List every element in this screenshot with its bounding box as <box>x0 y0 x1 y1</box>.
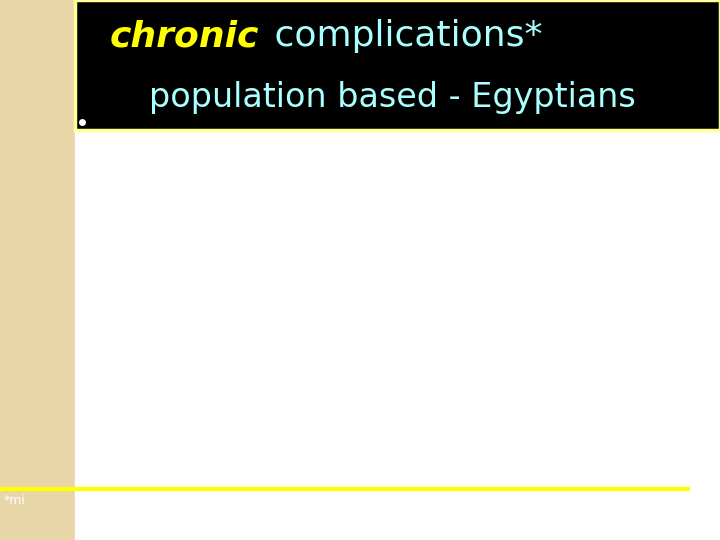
Text: population based - Egyptians: population based - Egyptians <box>149 80 636 114</box>
Bar <box>75 130 720 540</box>
Text: complications*: complications* <box>263 19 542 53</box>
Text: *mi: *mi <box>4 494 25 507</box>
Bar <box>75 0 720 130</box>
Bar <box>75 0 720 130</box>
Text: chronic: chronic <box>110 19 259 53</box>
